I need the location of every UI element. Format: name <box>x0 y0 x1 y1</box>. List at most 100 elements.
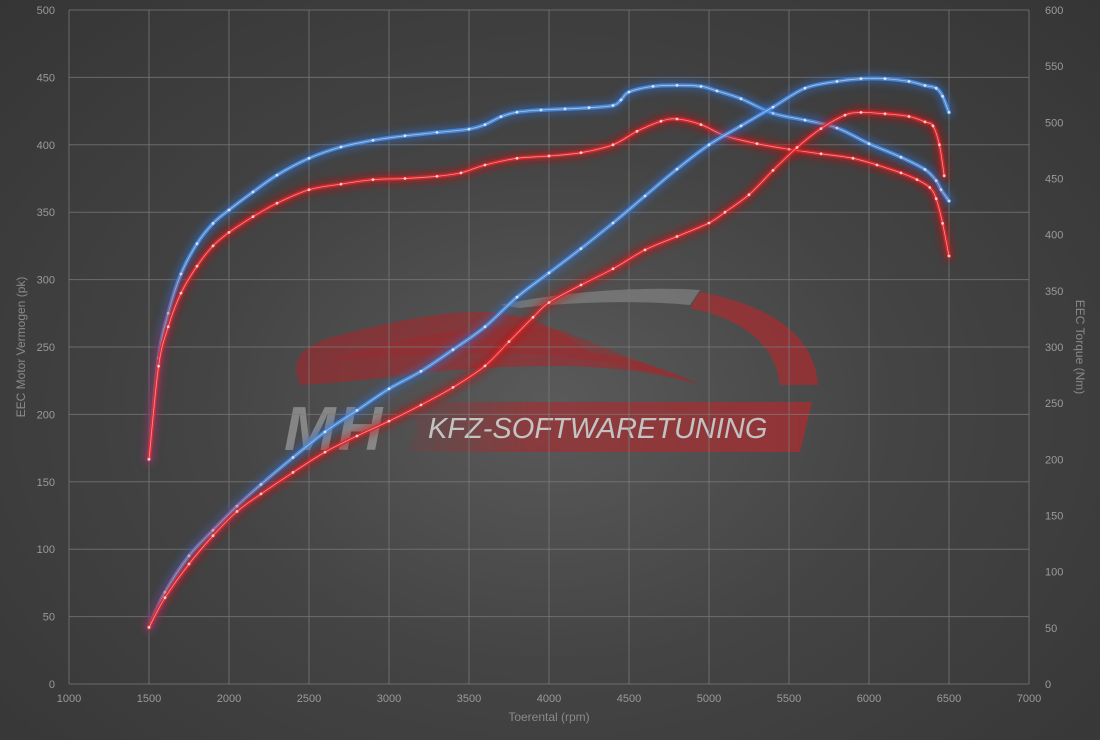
data-point <box>259 483 263 486</box>
data-point <box>227 208 231 212</box>
y-left-tick-label: 50 <box>43 612 55 624</box>
data-point <box>387 419 391 423</box>
data-point <box>941 222 944 225</box>
data-point <box>934 179 938 183</box>
data-point <box>323 430 327 434</box>
data-point <box>803 118 807 122</box>
brand-watermark: MH KFZ-SOFTWARETUNING <box>284 288 818 464</box>
data-point <box>675 235 679 238</box>
x-tick-label: 3000 <box>377 693 401 705</box>
data-point <box>947 254 951 258</box>
data-point <box>435 174 439 178</box>
data-point <box>643 194 647 198</box>
data-point <box>707 143 711 147</box>
x-tick-label: 3500 <box>457 693 481 705</box>
data-point <box>235 510 239 513</box>
series-highlight <box>148 111 945 628</box>
data-point <box>947 111 951 114</box>
x-tick-label: 4500 <box>617 693 641 705</box>
y-right-tick-label: 450 <box>1045 174 1063 186</box>
data-point <box>659 119 663 123</box>
data-point <box>507 340 511 343</box>
y-left-tick-label: 350 <box>37 207 55 219</box>
data-point <box>907 115 911 118</box>
data-point <box>934 197 938 201</box>
data-point <box>499 115 503 119</box>
data-point <box>579 283 583 287</box>
data-point <box>515 110 519 114</box>
data-point <box>739 97 743 101</box>
data-point <box>635 129 639 133</box>
y-left-tick-label: 200 <box>37 409 55 421</box>
data-point <box>723 210 727 214</box>
data-point <box>707 221 711 225</box>
data-point <box>835 80 839 83</box>
data-point <box>483 325 487 329</box>
data-point <box>157 364 161 368</box>
data-point <box>547 301 551 304</box>
data-point <box>643 248 647 252</box>
data-point <box>675 83 679 87</box>
data-point <box>195 242 199 246</box>
data-point <box>619 98 623 102</box>
series-glow <box>144 107 949 632</box>
data-point <box>931 124 935 128</box>
y-right-tick-label: 350 <box>1045 286 1063 298</box>
data-point <box>459 171 463 175</box>
y-left-tick-label: 400 <box>37 140 55 152</box>
y-axis-left-title: EEC Motor Vermogen (pk) <box>14 277 28 418</box>
series-torque_stock <box>144 114 954 464</box>
data-point <box>883 77 887 81</box>
data-point <box>771 105 775 109</box>
y-right-tick-label: 250 <box>1045 398 1063 410</box>
data-point <box>275 173 279 177</box>
car-roof-line <box>330 327 700 385</box>
x-tick-label: 4000 <box>537 693 561 705</box>
y-right-tick-label: 300 <box>1045 342 1063 354</box>
data-point <box>899 171 903 175</box>
data-point <box>755 142 759 146</box>
data-point <box>675 167 679 171</box>
y-right-tick-label: 100 <box>1045 567 1063 579</box>
x-tick-label: 1500 <box>137 693 161 705</box>
data-point <box>515 295 519 299</box>
data-point <box>307 156 311 160</box>
data-point <box>928 186 932 189</box>
data-point <box>747 193 751 197</box>
series-power_tuned <box>144 73 954 632</box>
data-point <box>451 348 455 352</box>
data-point <box>715 89 719 93</box>
data-point <box>795 146 799 149</box>
data-point <box>179 272 183 276</box>
data-point <box>539 108 543 112</box>
data-point <box>483 163 487 167</box>
x-tick-label: 2000 <box>217 693 241 705</box>
data-point <box>211 244 215 248</box>
data-point <box>611 221 615 225</box>
x-tick-label: 1000 <box>57 693 81 705</box>
data-point <box>387 387 391 391</box>
data-point <box>843 113 847 117</box>
data-point <box>923 120 927 124</box>
y-left-tick-label: 0 <box>49 679 55 691</box>
data-point <box>467 127 471 131</box>
data-point <box>195 264 199 268</box>
x-tick-label: 5000 <box>697 693 721 705</box>
data-point <box>819 127 823 130</box>
x-tick-label: 6500 <box>937 693 961 705</box>
x-axis-title: Toerental (rpm) <box>508 710 589 724</box>
data-point <box>942 174 946 178</box>
data-point <box>587 106 591 110</box>
data-point <box>611 143 615 147</box>
data-point <box>259 492 263 496</box>
data-point <box>547 271 551 275</box>
data-point <box>867 142 871 146</box>
y-axis-right-title: EEC Torque (Nm) <box>1073 300 1087 394</box>
y-left-tick-label: 100 <box>37 544 55 556</box>
data-point <box>483 364 487 368</box>
data-point <box>627 90 631 94</box>
data-point <box>419 369 423 373</box>
y-left-tick-label: 450 <box>37 72 55 84</box>
y-left-tick-label: 300 <box>37 275 55 287</box>
